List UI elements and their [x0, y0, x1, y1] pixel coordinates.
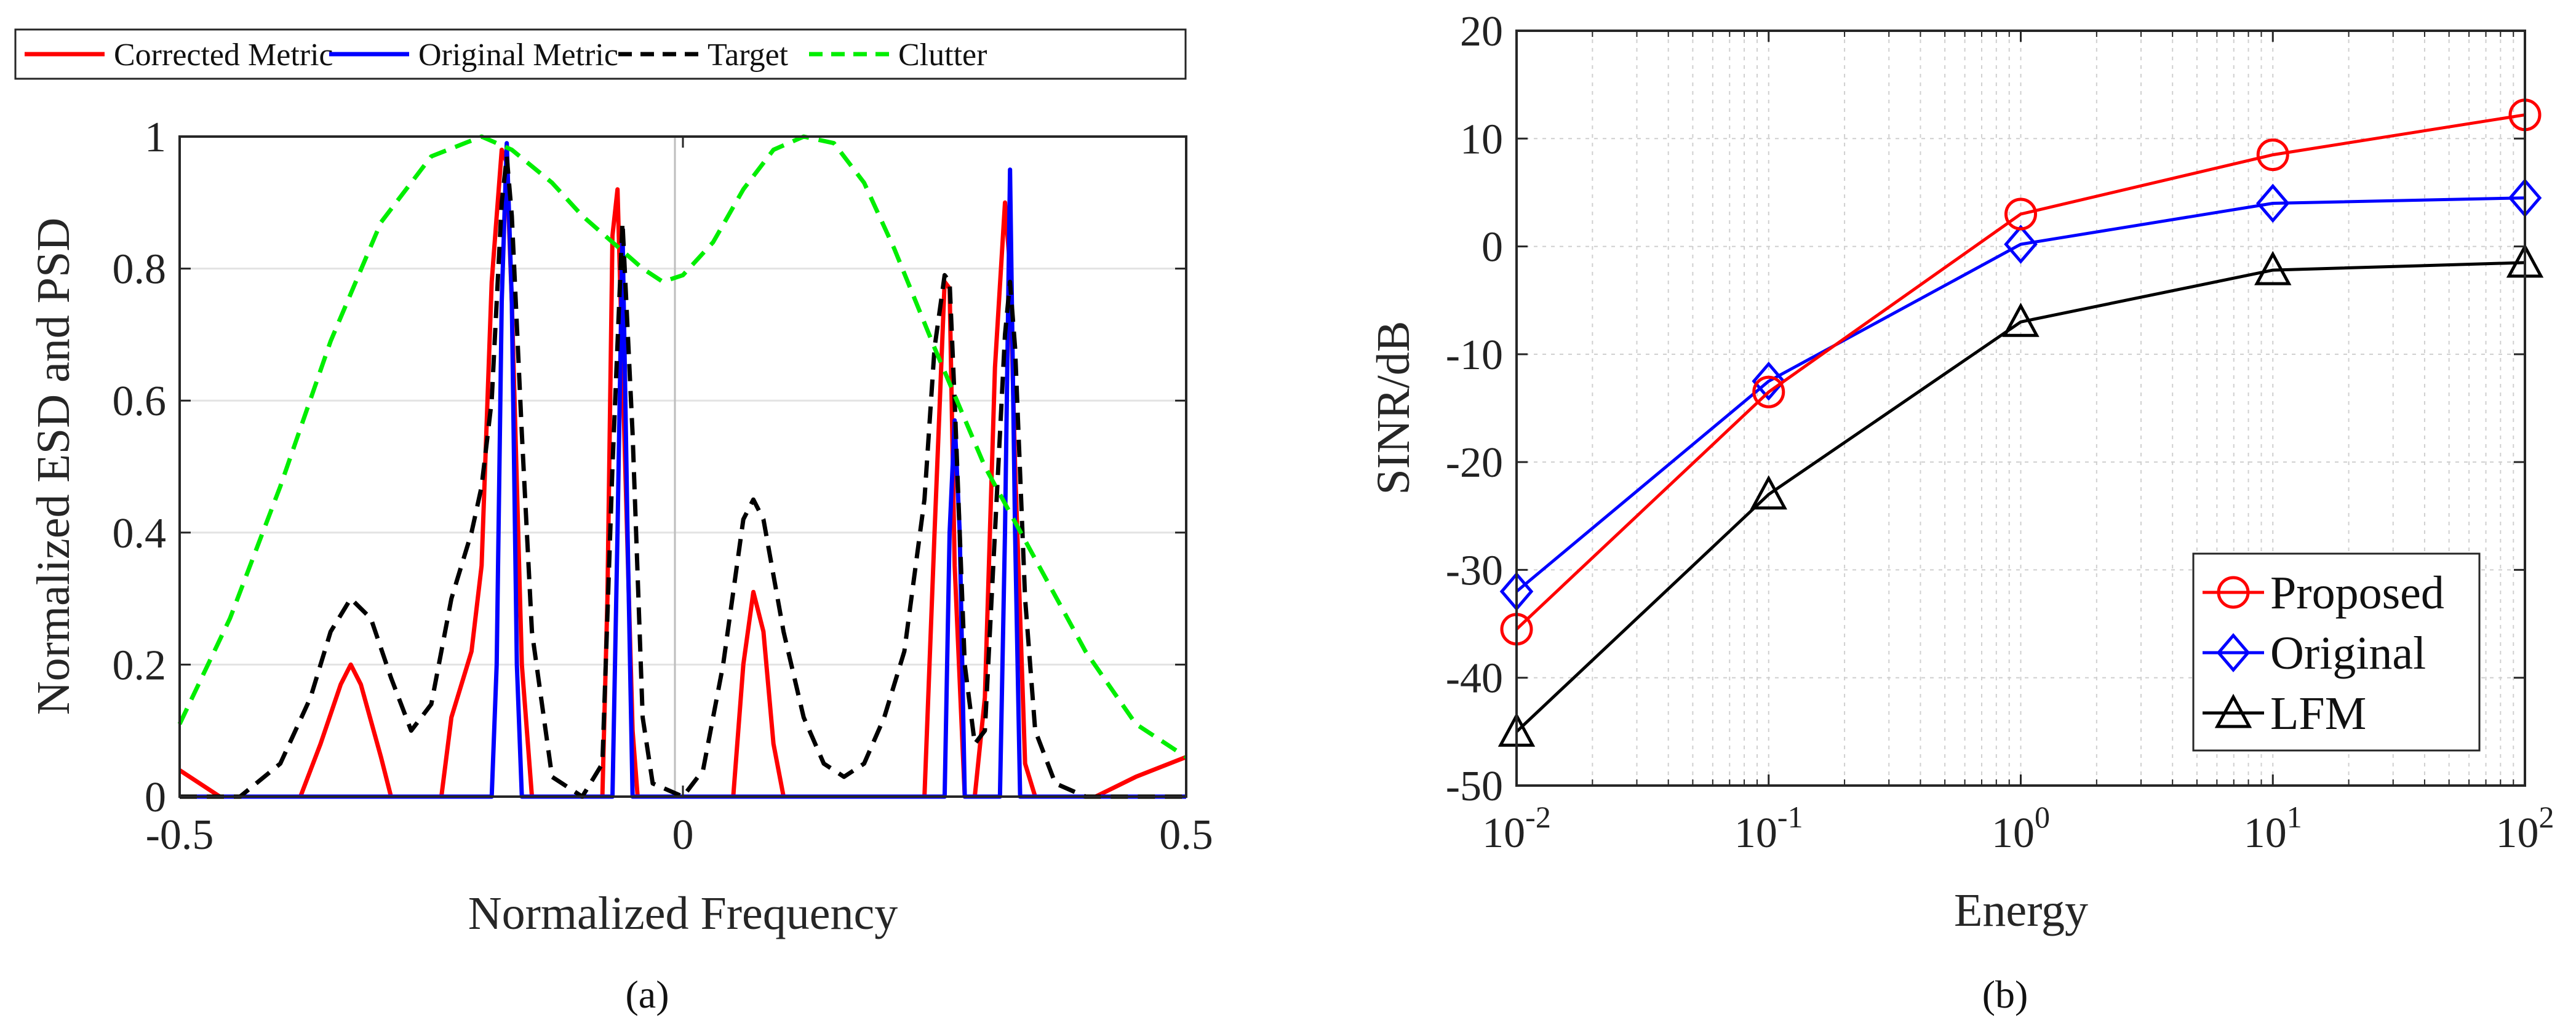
panel-b-xtick-label: 101 — [2244, 800, 2302, 857]
panel-b-legend-box — [2192, 552, 2481, 752]
panel-a-xtick-label: 0.5 — [1159, 811, 1213, 859]
panel-b-ytick-label: -10 — [1446, 332, 1503, 379]
data-point-proposed — [2004, 197, 2037, 231]
legend-label-proposed: Proposed — [2270, 567, 2444, 619]
legend-label-corrected-metric: Corrected Metric — [114, 38, 333, 73]
series-line-target — [180, 154, 1186, 799]
panel-a-ytick-label: 1 — [145, 114, 166, 161]
panel-a-ytick-label: 0 — [145, 774, 166, 821]
panel-b-xtick-label: 10-2 — [1482, 800, 1551, 857]
data-point-proposed — [2256, 138, 2289, 172]
panel-b-ticks: -50 -40 -30 -20 -10 0 10 20 10-2 10-1 100 101 102 — [1446, 8, 2554, 857]
series-line-lfm — [1515, 261, 2526, 733]
series-line-clutter — [177, 134, 1187, 759]
data-point-lfm — [1750, 475, 1787, 510]
legend-marker-proposed — [2217, 576, 2250, 609]
panel-b-ytick-label: 10 — [1460, 116, 1503, 163]
panel-a-ytick-label: 0.2 — [113, 642, 167, 689]
caption-b: (b) — [1982, 973, 2028, 1016]
panel-b-xtick-label: 100 — [1992, 800, 2050, 857]
data-point-lfm — [2254, 250, 2292, 285]
panel-a-legend-box — [14, 28, 1187, 80]
panel-b-ytick-label: -40 — [1446, 655, 1503, 703]
series-line-proposed — [1515, 113, 2526, 631]
panel-a-grid — [180, 268, 1186, 666]
panel-a-plot-frame — [178, 135, 1187, 798]
panel-a-ytick-label: 0.6 — [113, 378, 167, 425]
panel-b: -50 -40 -30 -20 -10 0 10 20 10-2 10-1 100 101 102 En… — [1368, 8, 2554, 1016]
panel-b-legend: Proposed Original LFM — [2192, 552, 2481, 752]
panel-a: 00.20.40.60.81-0.5 0 0.5 Normalized Freque… — [14, 28, 1213, 1016]
legend-label-lfm: LFM — [2270, 688, 2366, 739]
data-point-original — [2004, 225, 2038, 264]
panel-b-ytick-label: -50 — [1446, 763, 1503, 810]
panel-b-ylabel: SINR/dB — [1368, 321, 1419, 495]
caption-a: (a) — [625, 973, 669, 1016]
panel-b-xtick-label: 10-1 — [1734, 800, 1803, 857]
series-line-original — [1515, 196, 2526, 593]
panel-a-ticks: 00.20.40.60.81-0.5 0 0.5 — [113, 114, 1213, 859]
legend-marker-original — [2216, 633, 2251, 672]
data-point-original — [1752, 361, 1786, 401]
panel-b-xtick-label: 102 — [2496, 800, 2554, 857]
panel-a-series — [177, 134, 1187, 799]
panel-b-ytick-label: -20 — [1446, 439, 1503, 487]
panel-a-ylabel: Normalized ESD and PSD — [28, 218, 79, 715]
panel-a-xtick-label: -0.5 — [146, 811, 214, 859]
panel-a-xtick-label: 0 — [672, 811, 694, 859]
panel-a-ytick-label: 0.4 — [113, 510, 167, 557]
panel-a-legend: Corrected Metric Original Metric Target Clu… — [14, 28, 1187, 80]
panel-b-ytick-label: -30 — [1446, 547, 1503, 594]
data-point-lfm — [2002, 303, 2040, 337]
legend-label-original-metric: Original Metric — [418, 38, 618, 73]
panel-b-ytick-label: 20 — [1460, 8, 1503, 55]
legend-label-clutter: Clutter — [898, 38, 987, 73]
data-point-original — [2255, 183, 2290, 223]
panel-a-xlabel: Normalized Frequency — [468, 888, 898, 939]
panel-b-xlabel: Energy — [1954, 885, 2088, 936]
panel-b-ytick-label: 0 — [1481, 224, 1503, 271]
series-line-original-metric — [180, 141, 1186, 799]
legend-marker-lfm — [2214, 693, 2252, 728]
legend-label-original: Original — [2270, 627, 2426, 679]
panel-a-ytick-label: 0.8 — [113, 246, 167, 293]
data-point-proposed — [1752, 375, 1785, 408]
legend-label-target: Target — [708, 38, 789, 73]
series-line-corrected-metric — [178, 148, 1187, 799]
